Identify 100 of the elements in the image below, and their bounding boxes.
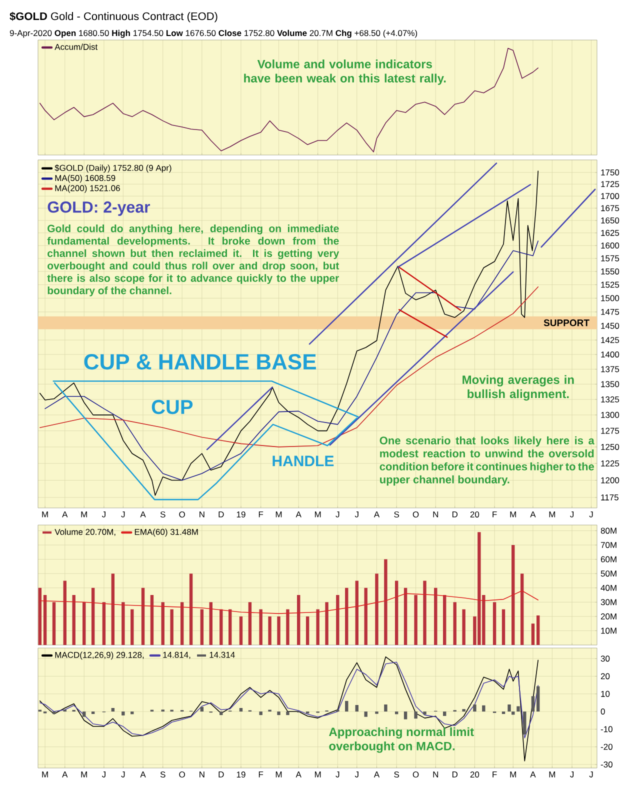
y-tick-label: 10M	[601, 628, 616, 634]
x-tick-label: A	[140, 772, 146, 778]
x-tick-label: F	[258, 772, 264, 778]
x-tick-label: 20	[470, 511, 480, 518]
x-tick-label: A	[62, 772, 68, 778]
y-tick-label: 1575	[601, 255, 620, 262]
y-tick-label: 60M	[600, 556, 616, 562]
y-tick-label: 40M	[600, 584, 616, 591]
x-tick-label: A	[140, 511, 146, 518]
text: 9-Apr-2020 Open 1680.50 High 1754.50 Low 1676.50 Close 1752.80 Volume 20.7M Chg +68.50 (+4.07%)	[10, 30, 418, 38]
x-tick-label: 20	[470, 772, 480, 778]
x-tick-label: F	[492, 772, 497, 778]
y-tick-label: 1350	[601, 381, 620, 388]
y-tick-label: -10	[600, 726, 612, 732]
x-tick-label: M	[510, 511, 516, 518]
x-tick-label: M	[81, 772, 87, 778]
x-tick-label: O	[412, 772, 419, 778]
x-tick-label: F	[258, 511, 264, 518]
y-tick-label: 1475	[601, 308, 620, 315]
y-tick-label: 1275	[601, 428, 620, 434]
annotation: HANDLE	[272, 456, 334, 466]
x-tick-label: J	[354, 511, 358, 518]
band-label: SUPPORT	[544, 319, 590, 326]
y-tick-label: 1300	[601, 412, 620, 418]
x-tick-label: A	[296, 511, 302, 518]
y-tick-label: 1700	[601, 193, 620, 200]
y-tick-label: 1625	[601, 230, 620, 236]
x-tick-label: N	[433, 511, 438, 518]
annotation: GOLD: 2-year	[48, 201, 150, 216]
legend-label: EMA(60) 31.48M	[134, 528, 198, 537]
x-tick-label: J	[102, 511, 106, 518]
x-tick-label: S	[394, 511, 400, 518]
x-tick-label: N	[200, 772, 204, 778]
x-tick-label: 19	[236, 772, 246, 778]
annotation: CUP & HANDLE BASE	[84, 354, 316, 370]
legend-label: Accum/Dist	[54, 44, 98, 50]
y-tick-label: 1750	[601, 169, 620, 176]
x-tick-label: D	[218, 511, 224, 518]
y-tick-label: 1375	[601, 366, 620, 372]
y-tick-label: 50M	[600, 570, 616, 577]
y-tick-label: 30M	[600, 599, 616, 606]
y-tick-label: 1650	[601, 217, 620, 224]
x-tick-label: J	[570, 511, 574, 518]
x-tick-label: J	[354, 772, 358, 778]
y-tick-label: 1200	[601, 477, 620, 484]
x-tick-label: A	[530, 511, 536, 518]
x-tick-label: A	[374, 772, 380, 778]
x-tick-label: M	[276, 772, 282, 778]
x-tick-label: D	[452, 772, 458, 778]
y-tick-label: -20	[600, 744, 612, 750]
x-tick-label: N	[433, 772, 438, 778]
y-tick-label: 1675	[601, 205, 620, 212]
x-tick-label: A	[296, 772, 302, 778]
y-tick-label: 1500	[601, 295, 620, 302]
y-tick-label: -30	[600, 761, 612, 768]
x-tick-label: D	[452, 511, 458, 518]
x-tick-label: J	[336, 511, 340, 518]
x-tick-label: S	[394, 772, 400, 778]
annotation: CUP	[152, 400, 193, 414]
x-tick-label: J	[336, 772, 340, 778]
y-tick-label: 1725	[601, 181, 620, 188]
y-tick-label: 20	[600, 673, 610, 680]
y-tick-label: 10	[601, 690, 610, 697]
annotation: Approaching normal limit overbought on MACD.	[329, 727, 474, 753]
x-tick-label: D	[218, 772, 224, 778]
y-tick-label: 1550	[601, 268, 620, 274]
x-tick-label: J	[589, 772, 593, 778]
x-tick-label: M	[549, 511, 556, 518]
annotation: One scenario that looks likely here is a modest reaction to unwind the oversold condition before it continues higher to the upper channel boundary.	[380, 436, 594, 486]
x-tick-label: N	[200, 511, 204, 518]
y-tick-label: 70M	[600, 542, 616, 548]
x-tick-label: O	[179, 772, 185, 778]
x-tick-label: M	[276, 511, 282, 518]
x-tick-label: S	[160, 772, 166, 778]
x-tick-label: S	[160, 511, 166, 518]
x-tick-label: O	[412, 511, 419, 518]
annotation: Moving averages in bullish alignment.	[462, 375, 574, 401]
x-tick-label: F	[492, 511, 497, 518]
y-tick-label: 20M	[600, 613, 616, 620]
x-tick-label: M	[42, 511, 48, 518]
y-tick-label: 1525	[601, 282, 620, 288]
legend-label: Volume 20.70M,	[54, 528, 116, 536]
annotation: Volume and volume indicators have been weak on this latest rally.	[244, 60, 446, 85]
x-tick-label: J	[570, 772, 574, 778]
x-tick-label: M	[549, 772, 556, 778]
x-tick-label: J	[121, 511, 125, 518]
x-tick-label: J	[589, 511, 593, 518]
x-tick-label: 19	[236, 511, 246, 518]
legend-label: 14.814,	[163, 652, 190, 659]
y-tick-label: 1600	[601, 242, 620, 249]
x-tick-label: M	[42, 772, 48, 778]
y-tick-label: 1225	[601, 460, 620, 466]
x-tick-label: M	[81, 511, 87, 518]
x-tick-label: M	[510, 772, 516, 778]
y-tick-label: 30	[600, 656, 610, 662]
x-tick-label: J	[102, 772, 106, 778]
legend-label: MACD(12,26,9) 29.128,	[55, 652, 144, 660]
y-tick-label: 1175	[601, 494, 618, 500]
x-tick-label: M	[314, 772, 321, 778]
x-tick-label: J	[121, 772, 125, 778]
